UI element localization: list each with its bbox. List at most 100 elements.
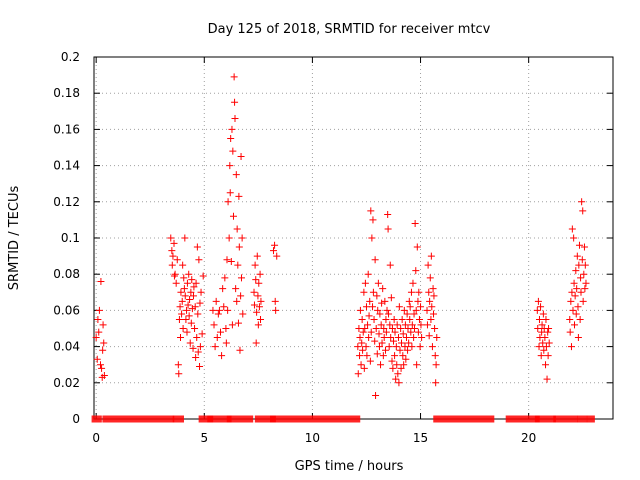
data-point (400, 361, 408, 369)
data-point (361, 325, 369, 332)
data-point (391, 352, 399, 360)
data-point (224, 306, 232, 314)
data-point (385, 343, 393, 351)
data-point (580, 243, 588, 251)
data-point (392, 375, 400, 383)
y-tick-label: 0.2 (61, 50, 80, 64)
data-point (227, 134, 235, 142)
data-point (220, 303, 228, 311)
data-point (210, 321, 218, 329)
data-point (424, 261, 432, 269)
data-point (384, 225, 392, 233)
data-point (271, 241, 279, 249)
data-point (368, 234, 376, 242)
data-point (231, 98, 239, 106)
data-point (573, 285, 581, 293)
data-point (410, 334, 418, 342)
data-point (413, 361, 421, 369)
data-point (567, 343, 575, 351)
data-point (383, 306, 391, 314)
zero-value-points (586, 415, 595, 423)
y-tick-label: 0.06 (53, 303, 80, 317)
data-point (534, 297, 542, 305)
data-point (574, 334, 582, 342)
data-point (197, 288, 205, 296)
data-point (403, 310, 411, 318)
data-point (223, 256, 231, 264)
data-point (406, 315, 414, 323)
data-point (572, 310, 580, 318)
data-point (192, 353, 200, 361)
y-tick-label: 0.04 (53, 340, 80, 354)
data-point (376, 310, 384, 318)
data-point (177, 334, 184, 342)
data-point (235, 243, 243, 251)
data-point (233, 297, 241, 305)
data-point (167, 234, 175, 242)
data-point (409, 279, 417, 287)
data-point (215, 306, 223, 314)
data-point (92, 334, 100, 342)
data-point (366, 297, 374, 305)
data-point (417, 303, 425, 311)
data-point (180, 274, 188, 282)
data-point (533, 306, 541, 314)
data-point (582, 279, 590, 287)
data-point (410, 325, 418, 332)
data-point (191, 325, 199, 332)
data-point (575, 261, 583, 269)
chart-title: Day 125 of 2018, SRMTID for receiver mtc… (208, 22, 491, 37)
data-point (392, 343, 400, 351)
data-point (228, 125, 236, 133)
data-point (94, 315, 102, 323)
data-point (170, 272, 178, 280)
data-point (358, 339, 366, 347)
data-point (397, 325, 405, 332)
data-point (535, 343, 543, 351)
data-point (227, 258, 235, 266)
data-point (255, 279, 263, 287)
data-point (254, 321, 262, 329)
data-point (357, 361, 365, 369)
data-point (395, 303, 403, 311)
data-point (252, 276, 260, 284)
data-point (404, 346, 412, 354)
data-point (571, 321, 579, 329)
data-point (191, 303, 199, 311)
data-point (255, 303, 263, 311)
zero-value-points (553, 415, 578, 423)
data-point (412, 267, 420, 275)
zero-value-points (433, 415, 495, 423)
data-point (194, 310, 202, 318)
data-point (193, 243, 201, 251)
data-point (382, 328, 390, 336)
data-point (235, 192, 243, 200)
data-point (566, 328, 574, 336)
data-point (273, 252, 281, 260)
data-point (361, 279, 369, 287)
data-point (98, 364, 106, 372)
data-point (224, 198, 232, 206)
data-point (542, 315, 550, 323)
data-point (407, 328, 415, 336)
data-point (222, 325, 230, 332)
data-point (415, 288, 423, 296)
data-point (390, 315, 398, 323)
data-point (232, 285, 240, 293)
data-point (382, 315, 390, 323)
data-point (395, 379, 403, 387)
data-points (91, 73, 595, 423)
data-point (576, 315, 584, 323)
axis-tick-labels: 0 0.02 0.04 0.06 0.08 0.1 0.12 0.14 0.16 0.18 0.2 0… (53, 50, 536, 445)
data-point (407, 288, 415, 296)
data-point (425, 288, 433, 296)
data-point (393, 321, 401, 329)
data-point (400, 306, 408, 314)
data-point (579, 297, 587, 305)
data-point (427, 252, 435, 260)
data-point (232, 171, 240, 179)
data-point (579, 207, 587, 215)
zero-value-points (534, 415, 556, 423)
data-point (577, 288, 585, 296)
data-point (384, 210, 392, 218)
